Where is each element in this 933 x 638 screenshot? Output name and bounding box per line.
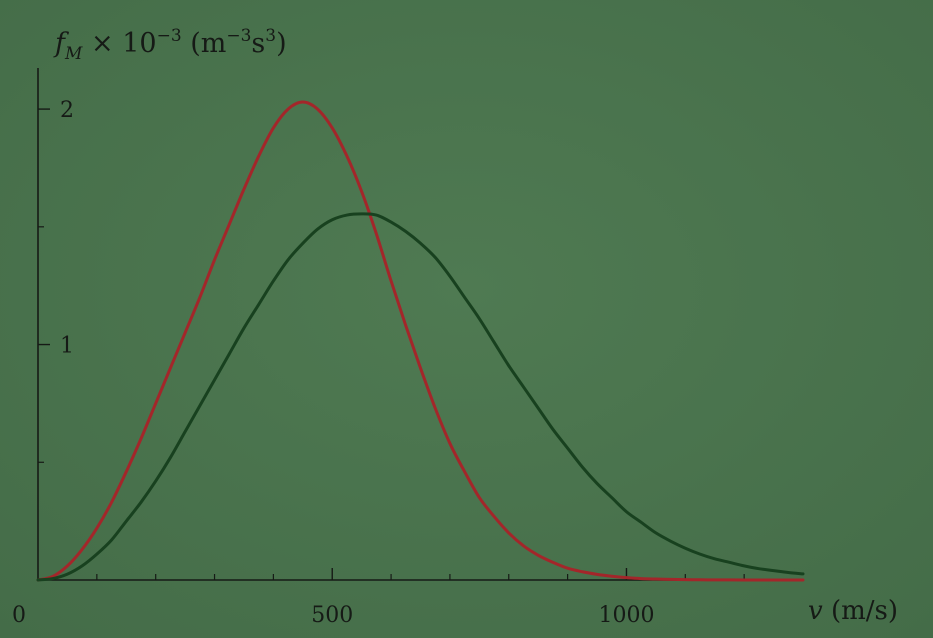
y-tick-label: 2 bbox=[60, 98, 74, 123]
ticks: 0 500 1000 1 2 bbox=[12, 98, 745, 628]
y-axis-unit-s: s bbox=[251, 28, 265, 59]
y-tick-label: 1 bbox=[60, 334, 74, 359]
y-axis-scale: × 10 bbox=[82, 28, 156, 59]
x-axis-symbol: v bbox=[808, 596, 823, 626]
y-axis-scale-exponent: −3 bbox=[157, 26, 182, 46]
x-axis-label: v (m/s) bbox=[808, 596, 898, 626]
y-axis-unit-exponent-2: 3 bbox=[265, 26, 276, 46]
x-axis-unit: (m/s) bbox=[823, 596, 898, 626]
y-axis-symbol-subscript: M bbox=[64, 44, 83, 64]
x-tick-label: 1000 bbox=[598, 603, 654, 628]
x-tick-label: 500 bbox=[311, 603, 353, 628]
x-tick-label: 0 bbox=[12, 603, 26, 628]
y-axis-unit-close: ) bbox=[276, 28, 287, 59]
series-line-red bbox=[36, 100, 805, 582]
series-line-green bbox=[36, 212, 805, 582]
series-lines bbox=[36, 100, 805, 582]
y-axis-label: fM × 10−3 (m−3s3) bbox=[53, 26, 287, 64]
y-axis-unit-exponent-1: −3 bbox=[226, 26, 251, 46]
y-axis-unit-open: (m bbox=[182, 28, 227, 59]
